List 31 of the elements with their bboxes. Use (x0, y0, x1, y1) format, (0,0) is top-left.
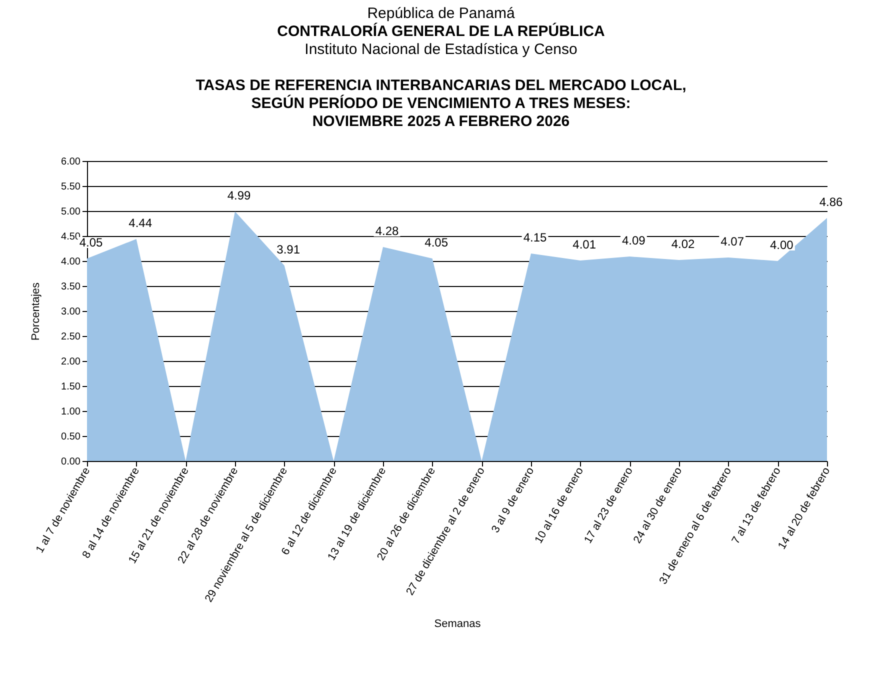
y-tick-label: 2.50 (61, 332, 81, 342)
text: República de Panamá (366, 5, 516, 22)
text: Instituto Nacional de Estadística y Censo (304, 41, 578, 59)
y-tick-label: 1.00 (61, 406, 81, 418)
x-axis-title: Semanas (434, 618, 482, 630)
data-label: 4.09 (622, 234, 646, 248)
data-label: 4.15 (523, 230, 547, 244)
data-label: 4.00 (770, 238, 794, 252)
y-tick-label: 5.00 (61, 206, 81, 218)
data-label: 4.05 (79, 236, 103, 250)
data-label: 4.28 (375, 224, 399, 238)
y-tick-label: 2.00 (61, 356, 81, 368)
y-tick-label: 1.50 (61, 382, 81, 392)
data-label: 4.02 (671, 237, 695, 251)
y-tick-label: 0.00 (61, 456, 81, 468)
data-label: 3.91 (276, 242, 300, 256)
y-tick-label: 5.50 (61, 182, 81, 192)
y-tick-label: 6.00 (61, 156, 81, 168)
y-tick-label: 4.00 (61, 256, 81, 268)
text: CONTRALORÍA GENERAL DE LA REPÚBLICA (276, 23, 606, 41)
data-label: 4.05 (424, 236, 448, 250)
y-tick-label: 0.50 (61, 432, 81, 442)
y-axis-title: Porcentajes (30, 282, 42, 341)
data-label: 4.01 (572, 238, 596, 252)
data-label: 4.07 (720, 234, 744, 248)
data-label: 4.44 (128, 216, 152, 230)
y-tick-label: 3.50 (61, 282, 81, 292)
chart-title: TASAS DE REFERENCIA INTERBANCARIAS DEL MERCADO LOCAL, SEGÚN PERÍODO DE VENCIMIENTO A TRES MESES: NOVIEMBRE 2025 A FEBRERO 2026 (194, 77, 688, 131)
y-tick-label: 3.00 (61, 306, 81, 318)
data-label: 4.99 (227, 188, 251, 202)
data-label: 4.86 (819, 195, 843, 209)
